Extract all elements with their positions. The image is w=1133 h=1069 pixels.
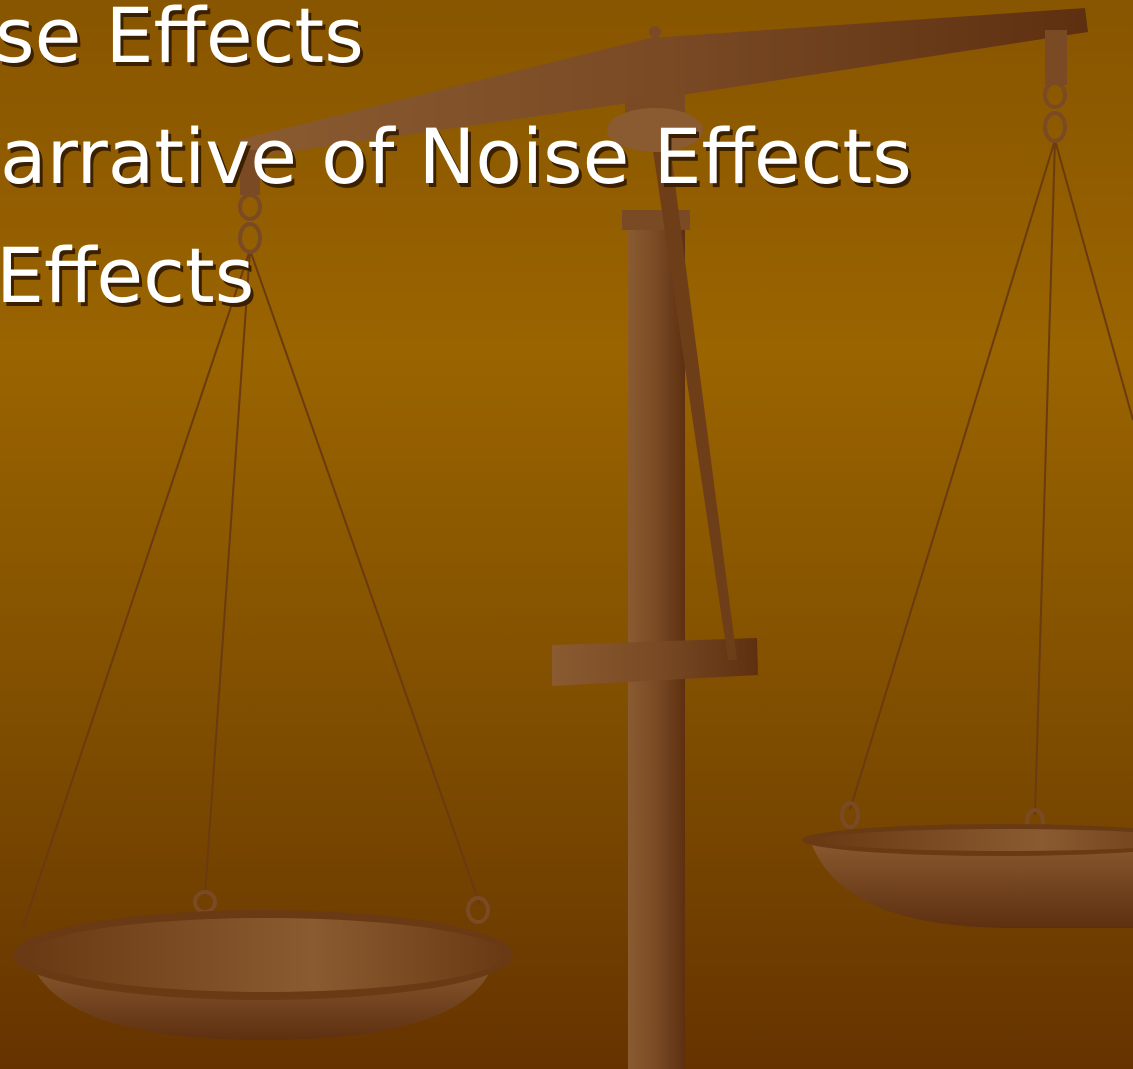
bullet-line: Effects [0,231,254,320]
slide: se Effects se Effects arrative of Noise … [0,0,1133,1069]
bullet-line: se Effects [0,0,364,80]
bullet-line: arrative of Noise Effects [0,112,912,201]
